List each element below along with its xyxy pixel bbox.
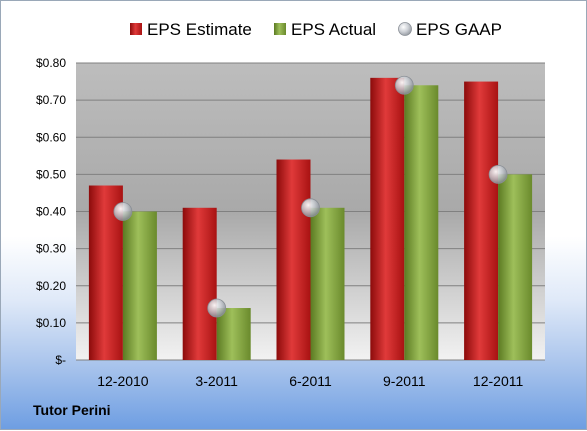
legend-swatch-eps-actual (274, 23, 286, 35)
marker-eps-gaap (113, 202, 133, 221)
category-label: 6-2011 (289, 373, 332, 389)
bar-eps-estimate (276, 159, 311, 360)
legend-label: EPS Estimate (147, 20, 252, 39)
y-tick-label: $0.10 (36, 316, 66, 330)
bar-eps-estimate (464, 81, 499, 360)
bar-eps-actual (122, 211, 157, 360)
bar-eps-estimate (370, 77, 405, 360)
y-tick-label: $0.80 (36, 56, 66, 70)
legend-label: EPS Actual (291, 20, 376, 39)
y-tick-label: $- (55, 353, 66, 367)
category-label: 12-2011 (473, 373, 524, 389)
y-tick-label: $0.50 (36, 167, 66, 181)
legend-swatch-eps-gaap (398, 22, 412, 36)
bar-eps-actual (404, 85, 439, 361)
marker-eps-gaap (488, 164, 508, 184)
legend-label: EPS GAAP (416, 20, 502, 39)
y-tick-label: $0.40 (36, 205, 66, 219)
y-tick-label: $0.70 (36, 93, 66, 107)
y-tick-label: $0.60 (36, 130, 66, 144)
y-tick-label: $0.20 (36, 279, 66, 293)
bar-eps-actual (498, 174, 533, 360)
company-name: Tutor Perini (33, 402, 111, 418)
marker-eps-gaap (207, 298, 227, 318)
bar-eps-actual (310, 207, 345, 360)
marker-eps-gaap (301, 198, 320, 218)
category-label: 3-2011 (195, 373, 238, 389)
bar-eps-estimate (182, 207, 217, 360)
marker-eps-gaap (394, 75, 414, 95)
bar-eps-actual (216, 308, 251, 360)
category-label: 9-2011 (383, 373, 426, 389)
legend-swatch-eps-estimate (130, 23, 142, 35)
y-tick-label: $0.30 (36, 242, 66, 256)
category-label: 12-2010 (97, 373, 149, 389)
